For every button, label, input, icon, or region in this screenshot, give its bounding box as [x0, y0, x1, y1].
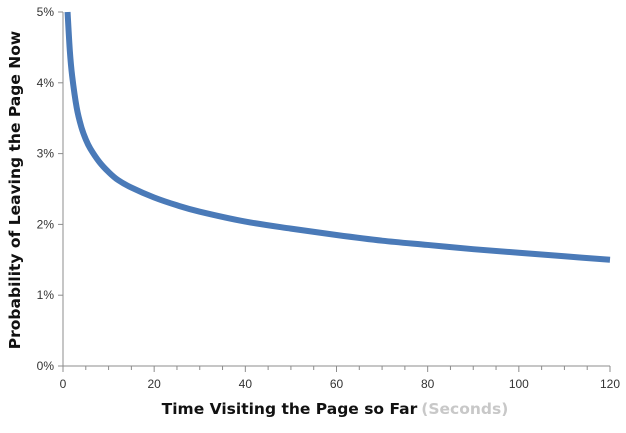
x-axis-title-main: Time Visiting the Page so Far: [162, 400, 418, 418]
y-axis: 0% 1% 2% 3% 4% 5%: [37, 5, 64, 373]
y-tick-label: 0%: [37, 359, 55, 373]
x-axis: 0 20 40 60 80 100 120: [60, 365, 620, 391]
x-axis-title: Time Visiting the Page so Far (Seconds): [162, 400, 509, 418]
y-axis-title: Probability of Leaving the Page Now: [6, 31, 24, 349]
x-tick-label: 60: [330, 377, 344, 391]
x-tick-label: 20: [147, 377, 161, 391]
x-axis-title-unit: (Seconds): [421, 400, 508, 418]
y-tick-label: 2%: [37, 217, 55, 231]
y-tick-label: 4%: [37, 76, 55, 90]
x-tick-label: 80: [421, 377, 435, 391]
y-tick-label: 5%: [37, 5, 55, 19]
x-tick-label: 0: [60, 377, 67, 391]
series-line: [64, 11, 611, 263]
x-tick-label: 120: [600, 377, 620, 391]
series-group: [64, 11, 611, 263]
y-tick-label: 3%: [37, 147, 55, 161]
x-tick-label: 40: [239, 377, 253, 391]
x-tick-label: 100: [509, 377, 529, 391]
y-tick-label: 1%: [37, 288, 55, 302]
